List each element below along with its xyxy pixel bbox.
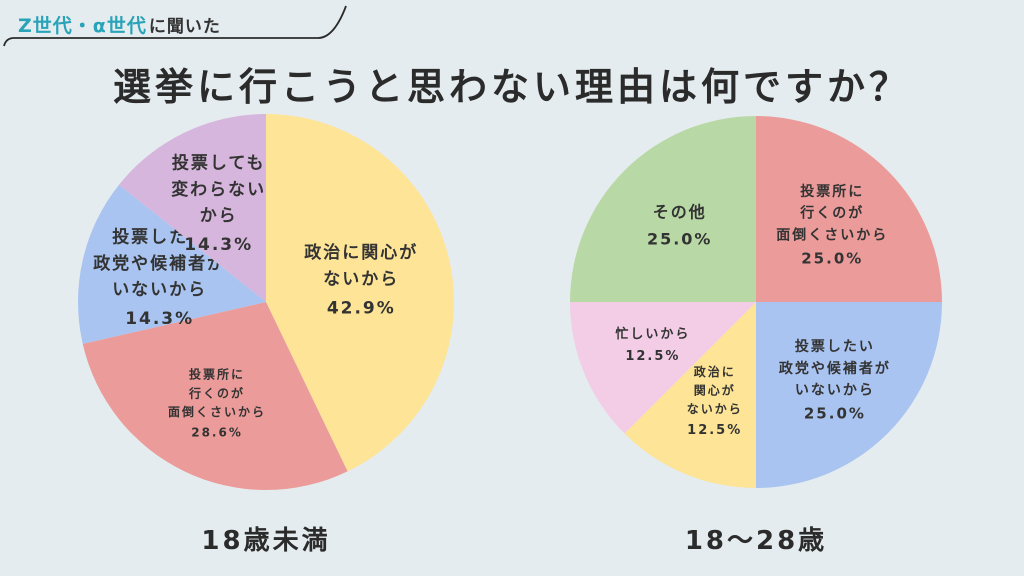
slice-label: その他 25.0% bbox=[647, 202, 713, 248]
pie-slice bbox=[756, 116, 942, 302]
slice-label: 政治に関心がないから 42.9% bbox=[304, 242, 418, 318]
pie-slice bbox=[266, 114, 454, 472]
pie-slice bbox=[570, 302, 756, 434]
slice-label: 投票所に行くのが面倒くさいから 28.6% bbox=[168, 367, 266, 440]
pie-chart-0: 政治に関心がないから 42.9%投票所に行くのが面倒くさいから 28.6%投票したい… bbox=[78, 114, 454, 490]
page-title: 選挙に行こうと思わない理由は何ですか？ bbox=[112, 65, 911, 109]
chart-caption-under-18: 18歳未満 bbox=[201, 526, 331, 556]
pie-slice bbox=[82, 302, 348, 490]
slice-label: 投票所に行くのが面倒くさいから 25.0% bbox=[776, 183, 888, 267]
slice-label: 投票したい政党や候補者がいないから 25.0% bbox=[779, 339, 891, 422]
slice-label: 忙しいから 12.5% bbox=[615, 326, 690, 364]
tag-underline-curve bbox=[3, 5, 347, 47]
pie-slice bbox=[78, 184, 266, 344]
pie-slice bbox=[570, 116, 756, 302]
pie-slice bbox=[119, 114, 266, 302]
slice-label: 投票しても変わらないから 14.3% bbox=[171, 152, 266, 255]
slice-label: 政治に関心がないから 12.5% bbox=[687, 364, 743, 438]
pie-chart-1: 投票所に行くのが面倒くさいから 25.0% 投票したい政党や候補者がいないから 25.… bbox=[570, 116, 942, 488]
pie-slice bbox=[756, 302, 942, 488]
generation-label: Z世代・α世代 bbox=[18, 14, 147, 37]
tag-suffix: に聞いた bbox=[148, 16, 221, 37]
survey-tag: Z世代・α世代 に聞いた bbox=[10, 4, 239, 44]
chart-caption-18-28: 18〜28歳 bbox=[684, 526, 828, 556]
pie-slice bbox=[624, 302, 756, 488]
